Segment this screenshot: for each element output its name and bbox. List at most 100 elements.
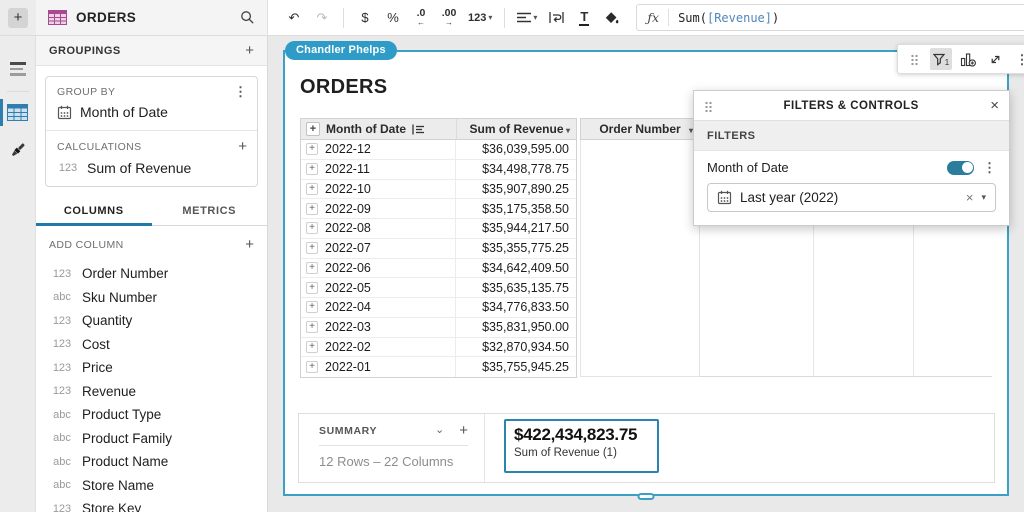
month-cell[interactable]: + 2022-04 — [301, 298, 456, 317]
revenue-cell[interactable]: $35,831,950.00 — [482, 320, 569, 335]
rail-worksheet-button[interactable] — [0, 98, 35, 126]
month-cell[interactable]: + 2022-08 — [301, 219, 456, 238]
month-of-date-header[interactable]: + Month of Date — [301, 119, 457, 139]
undo-button[interactable]: ↶ — [288, 9, 300, 25]
column-type-icon: 123 — [52, 338, 72, 351]
month-cell[interactable]: + 2022-10 — [301, 179, 456, 199]
month-cell[interactable]: + 2022-12 — [301, 140, 456, 159]
summary-value-card[interactable]: $422,434,823.75 Sum of Revenue (1) — [504, 419, 659, 473]
top-bar: + ORDERS ↶ ↷ $ % .0 — [0, 0, 1024, 36]
column-list-item[interactable]: 123 Quantity — [36, 309, 267, 333]
increase-decimal-button[interactable]: .00 → — [441, 7, 457, 27]
text-format-button[interactable]: T — [579, 9, 590, 26]
filters-button[interactable]: 1 — [930, 48, 952, 70]
month-cell[interactable]: + 2022-06 — [301, 258, 456, 278]
expand-row-button[interactable]: + — [306, 321, 318, 334]
month-cell[interactable]: + 2022-11 — [301, 159, 456, 179]
column-list-item[interactable]: 123 Store Key — [36, 497, 267, 512]
revenue-cell[interactable]: $34,642,409.50 — [482, 260, 569, 275]
element-drag-handle[interactable] — [903, 48, 925, 70]
revenue-cell[interactable]: $35,175,358.50 — [482, 201, 569, 216]
worksheet-element[interactable]: ORDERS + Month of Date — [283, 50, 1009, 500]
number-format-dropdown[interactable]: 123 ▾ — [468, 11, 493, 24]
group-by-field[interactable]: Month of Date — [46, 99, 257, 130]
expand-row-button[interactable]: + — [306, 242, 318, 255]
column-list-item[interactable]: abc Product Type — [36, 403, 267, 427]
add-grouping-button[interactable]: + — [245, 42, 254, 59]
revenue-cell[interactable]: $35,635,135.75 — [482, 280, 569, 295]
clear-filter-icon[interactable]: × — [965, 190, 974, 205]
month-cell[interactable]: + 2022-01 — [301, 357, 456, 377]
element-resize-handle[interactable] — [637, 493, 655, 500]
element-menu-button[interactable]: ⋮ — [1011, 48, 1024, 70]
order-number-header[interactable]: Order Number ▾ — [580, 118, 700, 140]
maximize-element-button[interactable] — [984, 48, 1006, 70]
tab-metrics[interactable]: METRICS — [182, 205, 237, 217]
add-summary-button[interactable]: + — [459, 422, 468, 439]
column-list-item[interactable]: abc Product Family — [36, 427, 267, 451]
month-cell[interactable]: + 2022-09 — [301, 199, 456, 218]
collapse-summary-button[interactable]: ⌄ — [435, 424, 445, 436]
expand-all-button[interactable]: + — [306, 122, 320, 136]
revenue-cell[interactable]: $35,355,775.25 — [482, 241, 569, 256]
expand-row-button[interactable]: + — [306, 182, 318, 195]
revenue-cell[interactable]: $34,498,778.75 — [482, 162, 569, 177]
column-list-item[interactable]: 123 Price — [36, 356, 267, 380]
revenue-cell[interactable]: $35,755,945.25 — [482, 360, 569, 375]
group-by-menu-button[interactable]: ⋮ — [234, 84, 247, 99]
filter-count-badge: 1 — [944, 58, 950, 67]
column-list-item[interactable]: 123 Revenue — [36, 380, 267, 404]
decrease-decimal-button[interactable]: .0 ← — [416, 7, 426, 27]
column-list-item[interactable]: 123 Order Number — [36, 262, 267, 286]
month-cell[interactable]: + 2022-07 — [301, 238, 456, 258]
expand-row-button[interactable]: + — [306, 143, 318, 156]
add-page-button[interactable]: + — [8, 7, 28, 28]
order-number-column-body[interactable] — [580, 140, 700, 377]
revenue-cell[interactable]: $36,039,595.00 — [482, 142, 569, 157]
redo-button[interactable]: ↷ — [316, 9, 328, 25]
panel-drag-handle[interactable] — [704, 99, 712, 112]
expand-row-button[interactable]: + — [306, 163, 318, 176]
formula-bar[interactable]: ƒx Sum([Revenue]) — [636, 4, 1024, 31]
revenue-cell[interactable]: $32,870,934.50 — [482, 339, 569, 354]
expand-row-button[interactable]: + — [306, 202, 318, 215]
expand-row-button[interactable]: + — [306, 301, 318, 314]
revenue-cell[interactable]: $35,907,890.25 — [482, 181, 569, 196]
table-row: + 2022-11 $34,498,778.75 — [301, 159, 576, 180]
revenue-cell[interactable]: $34,776,833.50 — [482, 300, 569, 315]
add-column-button[interactable]: + — [245, 236, 254, 253]
rail-style-button[interactable] — [0, 141, 35, 160]
percent-format-button[interactable]: % — [387, 10, 399, 25]
month-cell[interactable]: + 2022-05 — [301, 278, 456, 297]
expand-row-button[interactable]: + — [306, 222, 318, 235]
rail-outline-button[interactable] — [0, 36, 35, 76]
tab-columns[interactable]: COLUMNS — [36, 197, 152, 226]
column-list-item[interactable]: abc Sku Number — [36, 286, 267, 310]
column-list-item[interactable]: 123 Cost — [36, 333, 267, 357]
caret-down-icon[interactable]: ▾ — [565, 126, 570, 135]
column-list-item[interactable]: abc Product Name — [36, 450, 267, 474]
table-row: + 2022-12 $36,039,595.00 — [301, 140, 576, 160]
caret-down-icon[interactable]: ▾ — [688, 126, 693, 135]
sum-of-revenue-header[interactable]: Sum of Revenue ▾ — [469, 122, 570, 136]
filter-toggle[interactable] — [947, 160, 974, 175]
calculation-field[interactable]: 123 Sum of Revenue — [46, 155, 257, 186]
fill-color-button[interactable] — [603, 11, 621, 25]
revenue-cell[interactable]: $35,944,217.50 — [482, 221, 569, 236]
create-chart-button[interactable] — [957, 48, 979, 70]
wrap-text-button[interactable] — [547, 11, 565, 24]
filter-menu-button[interactable]: ⋮ — [983, 160, 996, 175]
align-dropdown[interactable]: ▾ — [517, 12, 537, 23]
month-cell[interactable]: + 2022-03 — [301, 317, 456, 337]
add-calculation-button[interactable]: + — [238, 138, 247, 155]
expand-row-button[interactable]: + — [306, 340, 318, 353]
filter-value-dropdown[interactable]: Last year (2022) × ▾ — [707, 183, 996, 212]
currency-format-button[interactable]: $ — [361, 10, 369, 25]
search-icon[interactable] — [240, 10, 255, 25]
month-cell[interactable]: + 2022-02 — [301, 337, 456, 357]
close-icon[interactable]: × — [990, 97, 999, 114]
expand-row-button[interactable]: + — [306, 261, 318, 274]
expand-row-button[interactable]: + — [306, 361, 318, 374]
column-list-item[interactable]: abc Store Name — [36, 474, 267, 498]
expand-row-button[interactable]: + — [306, 281, 318, 294]
